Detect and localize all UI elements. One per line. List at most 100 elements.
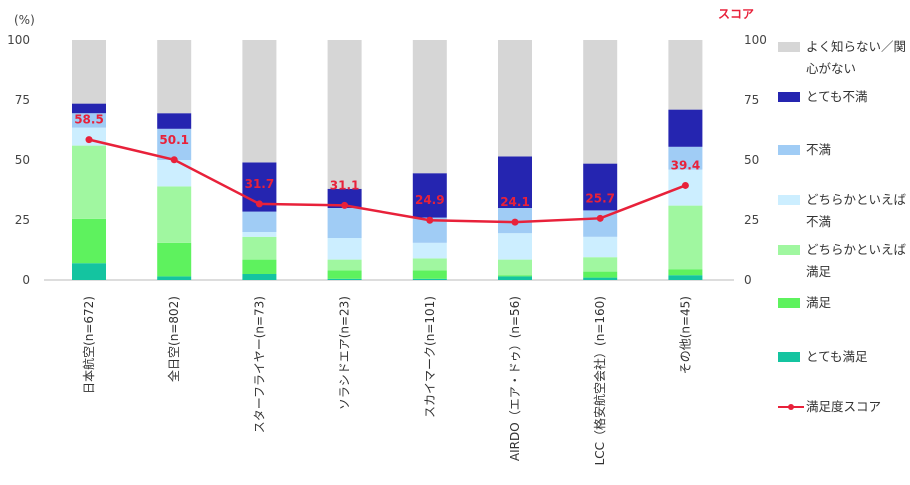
bar-segment (72, 218, 106, 264)
bar-segment (583, 163, 618, 211)
secondary-axis-title: スコア (718, 7, 754, 21)
score-data-label: 39.4 (671, 158, 701, 172)
bar-segment (242, 40, 277, 163)
category-label: LCC（格安航空会社）(n=160) (592, 296, 607, 465)
score-point (255, 200, 263, 208)
bar-segment (668, 275, 703, 280)
axis-ticks: 0 0 25 25 50 50 75 75 100 100 (7, 33, 767, 287)
y-tick-left: 75 (15, 93, 30, 107)
bar-segment (327, 40, 362, 189)
score-point (681, 181, 689, 189)
score-point (170, 156, 178, 164)
bar-segment (327, 270, 362, 279)
score-data-label: 25.7 (585, 191, 615, 205)
category-label: スカイマーク(n=101) (423, 296, 437, 418)
bar-segment (157, 160, 192, 187)
y-tick-right: 50 (744, 153, 759, 167)
bar-segment (72, 40, 106, 104)
stacked-bar-chart: (%) スコア 0 0 25 25 50 50 75 75 100 100 58.5 50.1 31.… (7, 7, 767, 465)
bar-segment (412, 242, 447, 259)
legend-swatch (778, 245, 800, 255)
bar-segment (583, 236, 618, 258)
score-data-label: 31.1 (330, 178, 360, 192)
bar-segment (583, 271, 618, 278)
category-label: 全日空(n=802) (166, 296, 181, 382)
bar-segment (412, 173, 447, 218)
score-data-label: 58.5 (74, 113, 104, 127)
score-point (596, 214, 604, 222)
bar-segment (157, 128, 192, 160)
legend-label: 満足 (806, 295, 832, 310)
legend-label: どちらかといえば不満 (806, 192, 907, 229)
bar-segment (668, 40, 703, 110)
bar-segment (668, 146, 703, 170)
bar-segment (242, 236, 277, 260)
legend-label: よく知らない／関心がない (806, 39, 907, 76)
category-label: スターフライヤー(n=73) (252, 296, 266, 433)
legend-swatch (778, 298, 800, 308)
category-label: その他(n=45) (678, 296, 692, 374)
score-point (426, 216, 434, 224)
bar-segment (72, 113, 106, 128)
bar-segment (498, 259, 532, 276)
bar-segment (72, 263, 106, 280)
bar-segment (668, 269, 703, 276)
bar-segment (583, 257, 618, 272)
legend-label: どちらかといえば満足 (806, 242, 907, 279)
bar-segment (327, 208, 362, 238)
bar-segment (498, 40, 532, 157)
bar-segment (583, 277, 618, 280)
bar-segment (327, 278, 362, 280)
y-axis-unit-label: (%) (14, 13, 35, 27)
bar-segment (498, 156, 532, 208)
score-point (511, 218, 519, 226)
score-line: 58.5 50.1 31.7 31.1 24.9 24.1 25.7 39.4 (74, 113, 700, 226)
y-tick-left: 0 (22, 273, 30, 287)
bar-segment (327, 259, 362, 271)
score-data-label: 50.1 (159, 133, 189, 147)
legend-line-marker (788, 404, 794, 410)
bar-segment (412, 278, 447, 280)
legend-swatch (778, 352, 800, 362)
bar-segment (668, 205, 703, 270)
legend-swatch (778, 92, 800, 102)
bar-segment (72, 103, 106, 114)
bar-segment (242, 274, 277, 280)
bar-segment (242, 232, 277, 237)
category-label: ソラシドエア(n=23) (338, 296, 352, 410)
category-labels: 日本航空(n=672) 全日空(n=802) スターフライヤー(n=73) ソラシドエ… (81, 296, 692, 465)
y-tick-right: 100 (744, 33, 767, 47)
y-tick-right: 0 (744, 273, 752, 287)
legend-label: とても満足 (806, 349, 868, 364)
category-label: AIRDO（エア・ドゥ）(n=56) (508, 296, 522, 461)
bar-segment (327, 188, 362, 208)
score-point (341, 201, 349, 209)
legend: よく知らない／関心がない とても不満 不満 どちらかといえば不満 どちらかといえ… (778, 0, 908, 485)
bar-segment (412, 270, 447, 279)
score-data-label: 31.7 (245, 177, 275, 191)
legend-label: 満足度スコア (806, 399, 882, 414)
y-tick-left: 100 (7, 33, 30, 47)
legend-label: とても不満 (806, 89, 868, 104)
bar-segment (242, 259, 277, 274)
bar-segment (498, 233, 532, 260)
bar-segment (157, 276, 192, 280)
legend-swatch (778, 145, 800, 155)
bar-segment (583, 40, 618, 164)
legend-swatch (778, 195, 800, 205)
legend-label: 不満 (806, 142, 832, 157)
bar-segment (242, 211, 277, 232)
y-tick-left: 25 (15, 213, 30, 227)
bar-segment (72, 145, 106, 219)
y-tick-left: 50 (15, 153, 30, 167)
bar-segments (72, 40, 703, 280)
bar-segment (157, 40, 192, 114)
legend-swatch (778, 42, 800, 52)
bar-segment (498, 275, 532, 277)
score-data-label: 24.9 (415, 193, 445, 207)
bar-segment (412, 40, 447, 174)
y-tick-right: 25 (744, 213, 759, 227)
bar-segment (157, 113, 192, 129)
bar-segment (157, 242, 192, 277)
score-line-path (88, 138, 686, 224)
